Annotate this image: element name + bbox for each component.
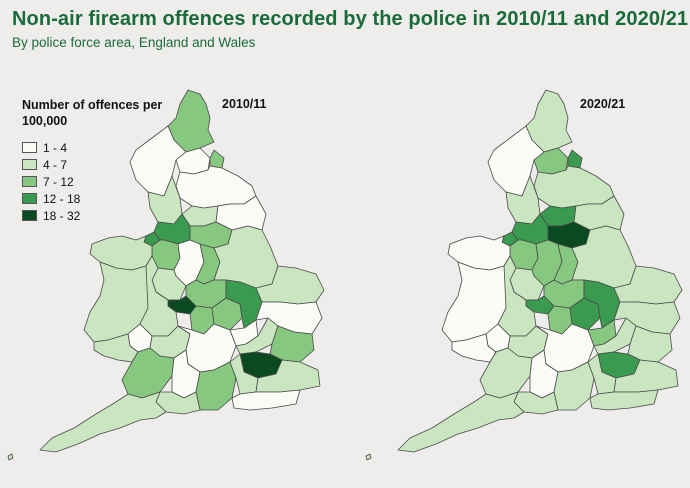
chart-title: Non-air firearm offences recorded by the… bbox=[12, 8, 689, 30]
legend-swatch bbox=[22, 176, 37, 187]
legend-label: 4 - 7 bbox=[43, 157, 68, 172]
legend-label: 1 - 4 bbox=[43, 140, 68, 155]
legend-title: Number of offences per 100,000 bbox=[22, 98, 163, 128]
area-cleveland bbox=[209, 149, 225, 169]
area-north-wales bbox=[447, 235, 511, 271]
area-sussex bbox=[231, 389, 301, 411]
legend-item: 4 - 7 bbox=[22, 156, 172, 173]
legend-swatch bbox=[22, 193, 37, 204]
map-2010-label: 2010/11 bbox=[222, 97, 267, 111]
map-2020-label: 2020/21 bbox=[580, 97, 625, 111]
chart-subtitle: By police force area, England and Wales bbox=[12, 35, 256, 50]
legend-item: 18 - 32 bbox=[22, 207, 172, 224]
legend-swatch bbox=[22, 210, 37, 221]
legend-label: 7 - 12 bbox=[43, 174, 74, 189]
legend-item: 7 - 12 bbox=[22, 173, 172, 190]
area-cleveland bbox=[567, 149, 583, 169]
legend-item: 12 - 18 bbox=[22, 190, 172, 207]
legend-item: 1 - 4 bbox=[22, 139, 172, 156]
area-isles-of-scilly bbox=[365, 453, 372, 461]
legend-label: 12 - 18 bbox=[43, 191, 81, 206]
area-devon-cornwall bbox=[397, 391, 525, 453]
legend: Number of offences per 100,000 1 - 4 4 -… bbox=[22, 97, 172, 224]
legend-swatch bbox=[22, 142, 37, 153]
legend-items: 1 - 4 4 - 7 7 - 12 12 - 18 18 - 32 bbox=[22, 139, 172, 224]
area-north-wales bbox=[89, 235, 153, 271]
area-devon-cornwall bbox=[39, 391, 167, 453]
area-isles-of-scilly bbox=[7, 453, 14, 461]
area-sussex bbox=[589, 389, 659, 411]
legend-label: 18 - 32 bbox=[43, 208, 81, 223]
map-2020-21 bbox=[365, 89, 683, 461]
legend-swatch bbox=[22, 159, 37, 170]
map-2010-11 bbox=[7, 89, 325, 461]
